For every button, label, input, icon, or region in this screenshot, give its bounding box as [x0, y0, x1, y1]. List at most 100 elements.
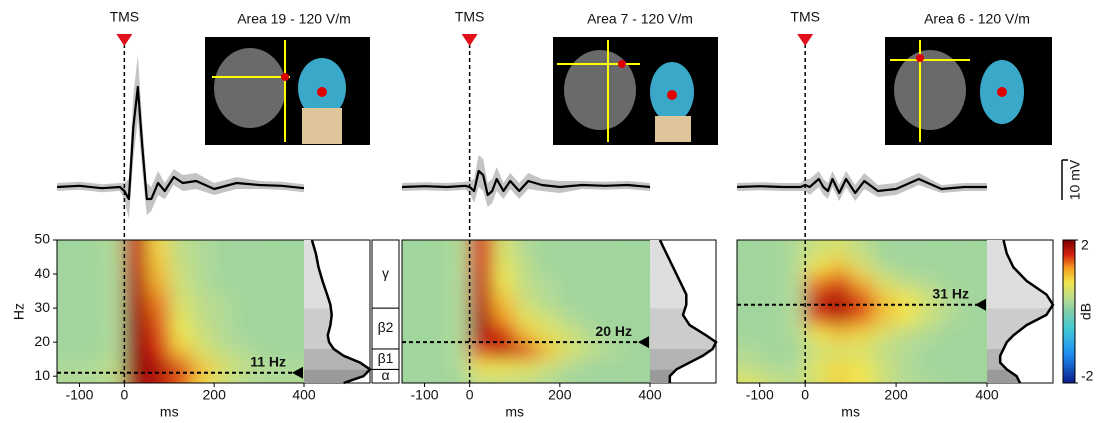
heatmap-cell: [873, 257, 896, 274]
heatmap-cell: [760, 325, 783, 342]
heatmap-cell: [942, 359, 965, 376]
heatmap-cell: [79, 291, 101, 308]
heatmap-cell: [79, 274, 101, 291]
heatmap-cell: [828, 325, 851, 342]
heatmap-cell: [169, 325, 191, 342]
heatmap-cell: [760, 308, 783, 325]
scale-bar-label: 10 mV: [1067, 159, 1083, 200]
heatmap-cell: [560, 220, 583, 257]
heatmap-cell: [805, 220, 828, 257]
x-tick-label: -100: [746, 387, 774, 403]
heatmap-cell: [537, 274, 560, 291]
heatmap-cell: [537, 325, 560, 342]
heatmap-cell: [492, 291, 515, 308]
heatmap-cell: [447, 291, 470, 308]
heatmap-cell: [828, 274, 851, 291]
heatmap-cell: [124, 325, 146, 342]
heatmap-cell: [782, 274, 805, 291]
heatmap-cell: [873, 342, 896, 359]
heatmap-cell: [102, 274, 124, 291]
x-tick-label: 200: [203, 387, 227, 403]
heatmap-cell: [717, 308, 760, 325]
heatmap-cell: [79, 257, 101, 274]
heatmap-cell: [124, 308, 146, 325]
x-tick-label: 0: [120, 387, 128, 403]
heatmap-cell: [717, 274, 760, 291]
heatmap-cell: [851, 274, 874, 291]
heatmap-cells: [717, 220, 1007, 413]
panel-title: Area 19 - 120 V/m: [237, 11, 351, 27]
heatmap-cell: [237, 291, 259, 308]
band-shade: [650, 369, 716, 383]
heatmap-cell: [515, 342, 538, 359]
heatmap-cell: [919, 376, 942, 413]
heatmap-cell: [237, 257, 259, 274]
heatmap-cell: [805, 308, 828, 325]
band-shade: [650, 240, 716, 308]
heatmap-cell: [192, 220, 214, 257]
heatmap-cell: [873, 325, 896, 342]
heatmap-cell: [717, 257, 760, 274]
heatmap-cell: [147, 291, 169, 308]
heatmap-cell: [537, 291, 560, 308]
heatmap-cell: [537, 308, 560, 325]
band-shade: [304, 308, 370, 349]
heatmap-cell: [259, 274, 281, 291]
heatmap-cell: [425, 220, 448, 257]
heatmap-cell: [851, 308, 874, 325]
heatmap-cell: [124, 342, 146, 359]
heatmap-cell: [492, 342, 515, 359]
y-tick-label: 30: [34, 299, 50, 315]
heatmap-cell: [605, 291, 628, 308]
heatmap-cell: [537, 220, 560, 257]
heatmap-cell: [79, 325, 101, 342]
heatmap-cell: [919, 220, 942, 257]
heatmap-cell: [169, 291, 191, 308]
panel-title: Area 6 - 120 V/m: [924, 11, 1030, 27]
heatmap-cell: [147, 274, 169, 291]
heatmap: [382, 220, 670, 413]
peak-label: 31 Hz: [932, 285, 969, 301]
heatmap-cell: [192, 257, 214, 274]
colorbar-tick-label: -2: [1081, 368, 1094, 384]
heatmap-cell: [192, 274, 214, 291]
heatmap-cell: [828, 308, 851, 325]
heatmap: [37, 220, 324, 413]
heatmap-cell: [805, 342, 828, 359]
heatmap-cell: [447, 220, 470, 257]
heatmap-cell: [805, 325, 828, 342]
heatmap-cell: [873, 220, 896, 257]
heatmap-cell: [79, 342, 101, 359]
heatmap-cell: [102, 257, 124, 274]
heatmap-cell: [760, 220, 783, 257]
heatmap-cell: [760, 342, 783, 359]
colorbar-tick-label: 2: [1081, 237, 1089, 253]
event-label: TMS: [455, 9, 485, 25]
heatmap-cell: [237, 376, 259, 413]
heatmap-cell: [605, 220, 628, 257]
x-axis-label: ms: [505, 404, 524, 420]
x-tick-label: -100: [65, 387, 93, 403]
heatmap-cell: [605, 257, 628, 274]
event-label: TMS: [110, 9, 140, 25]
heatmap-cell: [237, 325, 259, 342]
heatmap-cell: [582, 220, 605, 257]
heatmap-cell: [717, 359, 760, 376]
y-tick-label: 40: [34, 265, 50, 281]
heatmap-cell: [582, 257, 605, 274]
heatmap-cell: [425, 291, 448, 308]
heatmap-cell: [717, 342, 760, 359]
heatmap-cell: [192, 291, 214, 308]
colorbar-label: dB: [1078, 303, 1094, 320]
heatmap-cell: [259, 376, 281, 413]
heatmap-cell: [259, 325, 281, 342]
heatmap-cell: [851, 342, 874, 359]
heatmap-cell: [124, 220, 146, 257]
heatmap-cell: [447, 257, 470, 274]
heatmap-cell: [169, 274, 191, 291]
heatmap-cell: [896, 325, 919, 342]
heatmap-cell: [515, 291, 538, 308]
heatmap-cell: [147, 308, 169, 325]
heatmap-cell: [470, 359, 493, 376]
